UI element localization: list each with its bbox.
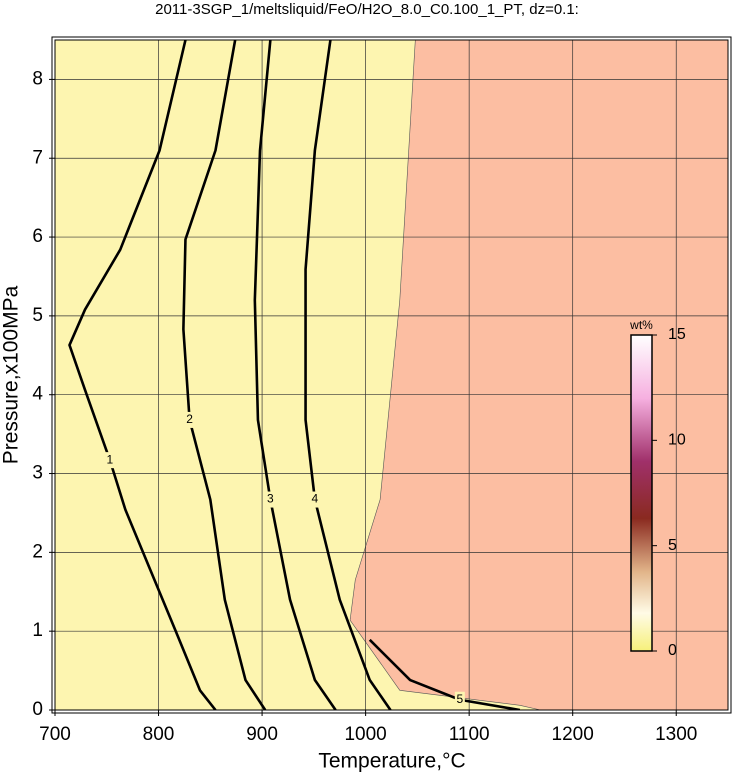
x-tick-label: 900: [246, 724, 278, 745]
plot-frame: [54, 39, 729, 711]
x-tick-label: 1300: [655, 724, 697, 745]
y-tick-label: 7: [32, 147, 43, 168]
contour-label: 5: [456, 692, 463, 706]
y-tick-label: 1: [32, 620, 43, 641]
contour-label: 2: [186, 412, 193, 426]
contour-line: [304, 40, 392, 710]
y-tick-label: 6: [32, 226, 43, 247]
x-tick-label: 800: [143, 724, 175, 745]
x-tick-label: 1100: [449, 724, 490, 745]
colorbar-tick-label: 5: [668, 537, 677, 554]
contour-line: [68, 40, 217, 710]
contour-label-bg: [104, 452, 115, 469]
plot-frame: [51, 36, 732, 714]
contour-label: 1: [107, 452, 114, 466]
overlay: 700 800 900 1000 1100 1200 1300012345678wt%051…: [32, 36, 732, 745]
colorbar-tick-label: 0: [668, 642, 677, 659]
y-tick-label: 8: [32, 68, 43, 89]
contour-label: 4: [312, 492, 319, 506]
contour-label: 3: [267, 492, 274, 506]
contour-line: [253, 40, 337, 710]
contour-line: [368, 638, 521, 710]
x-tick-label: 1000: [344, 724, 386, 745]
colorbar-tick-label: 10: [668, 432, 686, 449]
y-tick-label: 4: [32, 384, 43, 405]
colorbar: [630, 334, 653, 652]
contour-label-bg: [265, 491, 276, 508]
x-tick-label: 700: [39, 724, 71, 745]
contour-label-bg: [454, 691, 465, 708]
x-axis-title: Temperature,°C: [318, 750, 465, 773]
chart-title: 2011-3SGP_1/meltsliquid/FeO/H2O_8.0_C0.1…: [155, 1, 579, 18]
plot-area: 1 2 3 4 5: [55, 40, 728, 710]
colorbar-tick-label: 15: [668, 326, 686, 343]
y-tick-label: 3: [32, 463, 43, 484]
y-tick-label: 2: [32, 541, 43, 562]
contour-label-bg: [184, 411, 195, 428]
y-tick-label: 5: [32, 305, 43, 326]
colorbar-label: wt%: [629, 318, 653, 332]
y-tick-label: 0: [32, 699, 43, 720]
contour-label-bg: [309, 491, 320, 508]
y-axis-title: Pressure,x100MPa: [0, 285, 23, 464]
x-tick-label: 1200: [552, 724, 594, 745]
